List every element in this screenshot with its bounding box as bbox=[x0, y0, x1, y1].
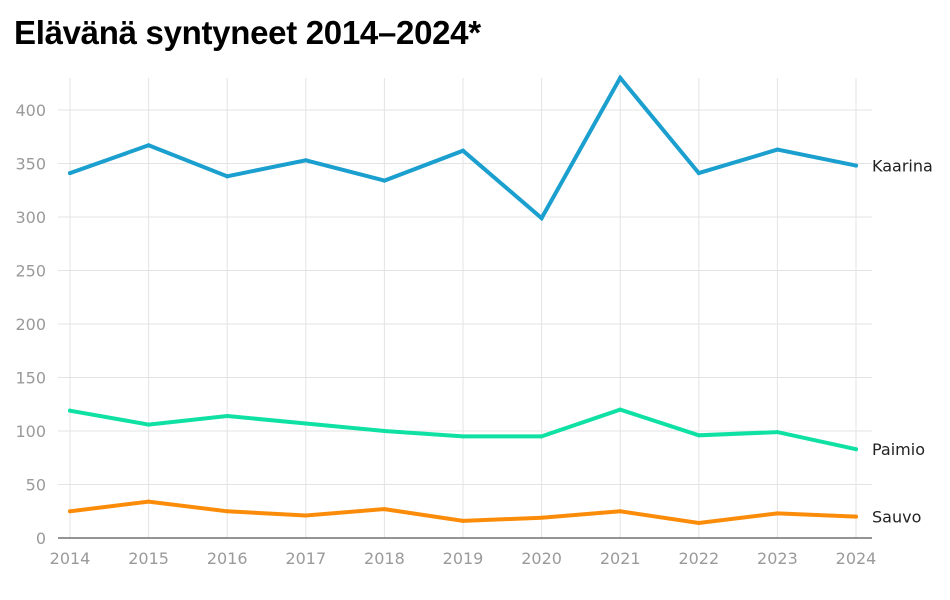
data-point bbox=[618, 407, 623, 412]
series-label-kaarina: Kaarina bbox=[872, 157, 933, 176]
data-point bbox=[618, 509, 623, 514]
data-point bbox=[225, 414, 230, 419]
x-tick-label: 2020 bbox=[521, 549, 562, 568]
data-point bbox=[461, 434, 465, 439]
y-tick-label: 250 bbox=[15, 262, 46, 281]
x-tick-label: 2017 bbox=[285, 549, 326, 568]
data-point bbox=[68, 408, 72, 413]
data-point bbox=[696, 171, 701, 176]
data-point bbox=[303, 421, 308, 426]
data-point bbox=[775, 430, 780, 435]
data-point bbox=[382, 429, 387, 433]
y-tick-label: 300 bbox=[15, 208, 46, 227]
data-point bbox=[775, 511, 780, 516]
data-point bbox=[539, 216, 544, 221]
data-point bbox=[382, 507, 387, 512]
series-labels: Kaarina Paimio Sauvo bbox=[872, 157, 933, 527]
x-tick-label: 2015 bbox=[128, 549, 169, 568]
y-axis-tick-labels: 0 50 100 150 200 250 300 350 400 bbox=[15, 101, 46, 548]
data-point bbox=[854, 514, 858, 519]
data-point bbox=[775, 147, 780, 152]
y-tick-label: 200 bbox=[15, 315, 46, 334]
data-point bbox=[303, 513, 308, 518]
data-point bbox=[696, 521, 701, 526]
y-tick-label: 0 bbox=[36, 529, 46, 548]
x-tick-label: 2021 bbox=[600, 549, 641, 568]
y-tick-label: 350 bbox=[15, 155, 46, 174]
data-point bbox=[303, 158, 308, 163]
data-point bbox=[146, 143, 151, 148]
x-tick-label: 2024 bbox=[836, 549, 877, 568]
chart-title: Elävänä syntyneet 2014–2024* bbox=[14, 14, 481, 51]
data-point bbox=[68, 509, 72, 514]
data-point bbox=[539, 434, 544, 439]
x-tick-label: 2023 bbox=[757, 549, 798, 568]
data-point bbox=[68, 171, 72, 176]
data-point bbox=[461, 518, 465, 523]
data-point bbox=[539, 515, 544, 520]
data-point bbox=[618, 75, 623, 80]
data-point bbox=[225, 174, 230, 179]
data-point bbox=[854, 447, 858, 452]
x-tick-label: 2022 bbox=[678, 549, 719, 568]
data-point bbox=[854, 163, 858, 168]
vertical-gridlines bbox=[69, 78, 857, 538]
data-point bbox=[382, 178, 387, 183]
x-tick-label: 2014 bbox=[50, 549, 91, 568]
horizontal-gridlines bbox=[58, 109, 872, 539]
data-point bbox=[225, 509, 230, 514]
x-tick-label: 2018 bbox=[364, 549, 405, 568]
data-point bbox=[146, 422, 151, 427]
x-tick-label: 2016 bbox=[207, 549, 248, 568]
x-tick-label: 2019 bbox=[443, 549, 484, 568]
y-tick-label: 100 bbox=[15, 422, 46, 441]
series-lines bbox=[68, 74, 858, 526]
y-tick-label: 50 bbox=[26, 476, 46, 495]
data-point bbox=[461, 148, 465, 153]
series-label-sauvo: Sauvo bbox=[872, 508, 921, 527]
data-point bbox=[146, 499, 151, 504]
data-point bbox=[696, 433, 701, 438]
x-axis-tick-labels: 2014 2015 2016 2017 2018 2019 2020 2021 2022 2023… bbox=[50, 549, 877, 568]
y-tick-label: 150 bbox=[15, 369, 46, 388]
series-label-paimio: Paimio bbox=[872, 440, 925, 459]
y-tick-label: 400 bbox=[15, 101, 46, 120]
